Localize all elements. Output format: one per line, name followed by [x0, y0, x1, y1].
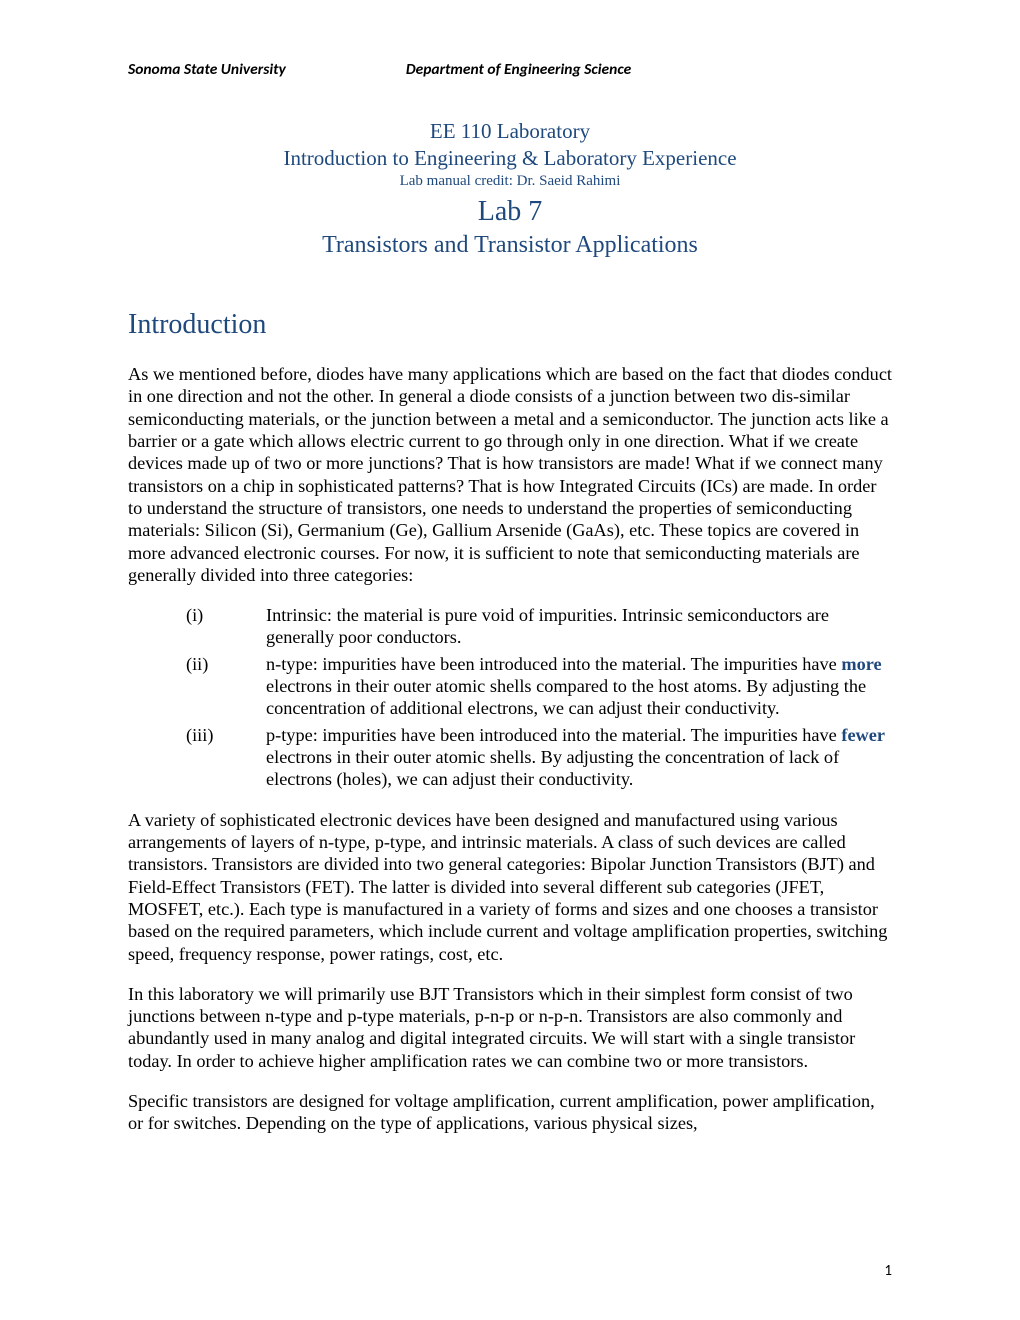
page-number: 1: [884, 1262, 892, 1280]
ptype-post: electrons in their outer atomic shells. …: [266, 747, 839, 789]
list-numeral: (ii): [186, 653, 266, 720]
semiconductor-category-list: (i) Intrinsic: the material is pure void…: [186, 604, 892, 791]
bold-fewer: fewer: [841, 725, 885, 745]
list-item-ntype: n-type: impurities have been introduced …: [266, 653, 892, 720]
list-numeral: (i): [186, 604, 266, 649]
list-item-intrinsic: Intrinsic: the material is pure void of …: [266, 604, 892, 649]
list-item: (i) Intrinsic: the material is pure void…: [186, 604, 892, 649]
ntype-post: electrons in their outer atomic shells c…: [266, 676, 866, 718]
course-title: EE 110 Laboratory: [128, 119, 892, 144]
lab-number: Lab 7: [128, 196, 892, 228]
intro-paragraph-1: As we mentioned before, diodes have many…: [128, 363, 892, 586]
header-spacer: [286, 60, 406, 79]
lab-title: Transistors and Transistor Applications: [128, 232, 892, 259]
lab-credit: Lab manual credit: Dr. Saeid Rahimi: [128, 173, 892, 190]
course-subtitle: Introduction to Engineering & Laboratory…: [128, 146, 892, 171]
ntype-pre: n-type: impurities have been introduced …: [266, 654, 841, 674]
list-item: (ii) n-type: impurities have been introd…: [186, 653, 892, 720]
intro-paragraph-3: In this laboratory we will primarily use…: [128, 983, 892, 1072]
bold-more: more: [841, 654, 881, 674]
page-header: Sonoma State University Department of En…: [128, 60, 892, 79]
list-item: (iii) p-type: impurities have been intro…: [186, 724, 892, 791]
ptype-pre: p-type: impurities have been introduced …: [266, 725, 841, 745]
intro-paragraph-2: A variety of sophisticated electronic de…: [128, 809, 892, 965]
list-item-ptype: p-type: impurities have been introduced …: [266, 724, 892, 791]
section-heading-introduction: Introduction: [128, 309, 892, 341]
header-department: Department of Engineering Science: [406, 60, 631, 79]
header-university: Sonoma State University: [128, 60, 286, 79]
list-numeral: (iii): [186, 724, 266, 791]
intro-paragraph-4: Specific transistors are designed for vo…: [128, 1090, 892, 1135]
